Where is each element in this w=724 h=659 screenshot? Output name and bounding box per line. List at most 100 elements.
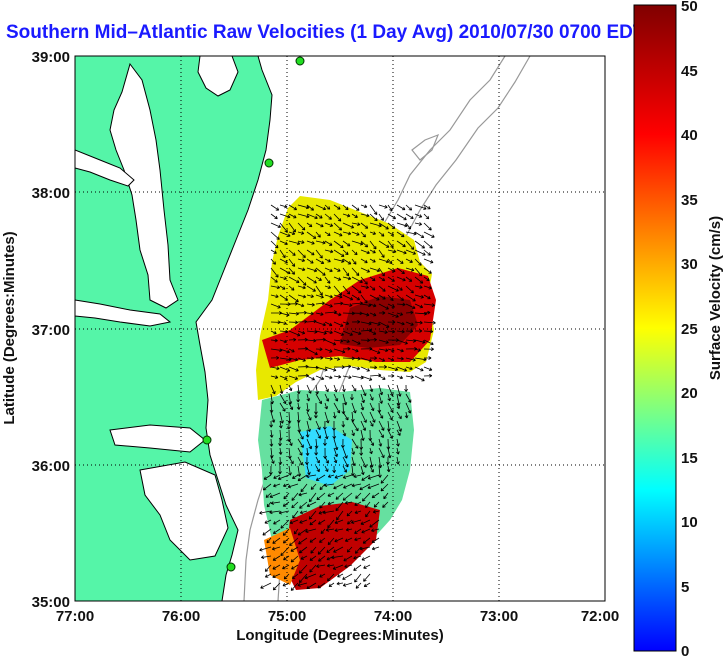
velocity-arrow bbox=[262, 528, 272, 536]
velocity-arrow bbox=[279, 231, 291, 237]
velocity-arrow bbox=[335, 501, 344, 512]
velocity-arrow bbox=[279, 402, 286, 412]
velocity-arrow bbox=[288, 384, 293, 392]
velocity-arrow bbox=[361, 555, 371, 561]
velocity-arrow bbox=[378, 311, 386, 315]
velocity-arrow bbox=[324, 285, 331, 289]
velocity-arrow bbox=[351, 402, 357, 414]
velocity-arrow bbox=[386, 465, 391, 473]
velocity-arrow bbox=[272, 582, 281, 591]
velocity-arrow bbox=[278, 438, 282, 447]
velocity-arrow bbox=[369, 348, 381, 354]
velocity-arrow bbox=[306, 222, 313, 228]
velocity-arrow bbox=[360, 456, 367, 468]
velocity-arrow bbox=[288, 337, 297, 342]
velocity-arrow bbox=[405, 213, 414, 219]
velocity-arrow bbox=[297, 474, 308, 482]
velocity-arrow bbox=[378, 240, 390, 248]
velocity-arrow bbox=[323, 438, 327, 446]
velocity-arrow bbox=[305, 528, 317, 533]
velocity-arrow bbox=[327, 537, 335, 546]
velocity-arrow bbox=[297, 330, 306, 335]
velocity-arrow bbox=[360, 285, 369, 290]
velocity-arrow bbox=[351, 213, 358, 218]
potomac-river bbox=[75, 149, 135, 187]
velocity-arrow bbox=[265, 492, 272, 498]
velocity-arrow bbox=[351, 339, 361, 345]
velocity-arrow bbox=[342, 429, 347, 437]
velocity-arrow bbox=[396, 258, 404, 264]
velocity-arrow bbox=[315, 429, 321, 439]
velocity-arrow bbox=[404, 384, 408, 392]
velocity-arrow bbox=[396, 384, 402, 397]
velocity-arrow bbox=[345, 527, 353, 532]
velocity-arrow bbox=[318, 510, 326, 515]
velocity-arrow bbox=[324, 348, 333, 353]
velocity-arrow bbox=[354, 510, 362, 515]
velocity-arrow bbox=[292, 510, 299, 519]
velocity-arrow bbox=[378, 375, 386, 380]
velocity-arrow bbox=[423, 329, 434, 334]
velocity-arrow bbox=[405, 240, 415, 250]
velocity-arrow bbox=[360, 204, 368, 209]
velocity-arrow bbox=[396, 402, 401, 410]
velocity-arrow bbox=[279, 411, 284, 424]
velocity-arrow bbox=[423, 356, 432, 360]
velocity-arrow bbox=[278, 510, 290, 515]
velocity-arrow bbox=[288, 240, 301, 246]
x-tick-label: 75:00 bbox=[268, 608, 306, 625]
velocity-arrow bbox=[342, 240, 351, 247]
velocity-arrow bbox=[360, 465, 365, 476]
velocity-arrow bbox=[414, 276, 424, 284]
velocity-arrow bbox=[342, 267, 350, 277]
velocity-arrow bbox=[360, 420, 367, 431]
velocity-arrow bbox=[351, 330, 362, 336]
velocity-arrow bbox=[378, 429, 384, 438]
velocity-arrow bbox=[382, 501, 389, 508]
velocity-arrow bbox=[387, 402, 394, 413]
velocity-arrow bbox=[315, 321, 326, 327]
velocity-arrow bbox=[288, 311, 299, 316]
velocity-arrow bbox=[360, 231, 366, 238]
velocity-arrow bbox=[396, 213, 407, 221]
velocity-arrow bbox=[378, 348, 389, 353]
velocity-arrow bbox=[333, 348, 346, 354]
velocity-arrow bbox=[369, 330, 377, 335]
velocity-arrow bbox=[344, 500, 353, 505]
plot-area bbox=[75, 56, 605, 601]
velocity-arrow bbox=[360, 411, 367, 423]
velocity-arrow bbox=[354, 501, 362, 506]
velocity-arrow bbox=[405, 329, 414, 334]
velocity-arrow bbox=[344, 564, 353, 569]
velocity-arrow bbox=[342, 346, 351, 351]
velocity-arrow bbox=[291, 564, 299, 570]
velocity-arrow bbox=[405, 294, 416, 302]
velocity-arrow bbox=[351, 366, 361, 371]
velocity-arrow bbox=[324, 456, 329, 464]
velocity-arrow bbox=[371, 492, 380, 499]
velocity-arrow bbox=[360, 393, 365, 404]
velocity-arrow bbox=[423, 204, 431, 210]
velocity-arrow bbox=[288, 249, 296, 256]
velocity-arrow bbox=[270, 231, 280, 240]
velocity-arrow bbox=[405, 276, 413, 282]
velocity-arrow bbox=[306, 474, 317, 479]
velocity-arrow bbox=[337, 573, 344, 578]
velocity-arrow bbox=[342, 231, 352, 236]
velocity-arrow bbox=[347, 519, 353, 525]
velocity-arrow bbox=[327, 573, 335, 582]
velocity-arrow bbox=[369, 312, 377, 317]
velocity-arrow bbox=[334, 519, 344, 525]
velocity-arrow bbox=[315, 355, 324, 360]
velocity-arrow bbox=[333, 384, 338, 393]
velocity-arrow bbox=[387, 240, 394, 249]
velocity-arrow bbox=[369, 456, 374, 468]
velocity-arrow bbox=[282, 483, 290, 488]
velocity-arrow bbox=[288, 393, 293, 405]
velocity-arrow bbox=[269, 510, 281, 515]
velocity-arrow bbox=[396, 294, 404, 301]
velocity-arrow bbox=[414, 240, 425, 249]
velocity-arrow bbox=[342, 303, 353, 308]
velocity-arrow bbox=[378, 204, 388, 209]
